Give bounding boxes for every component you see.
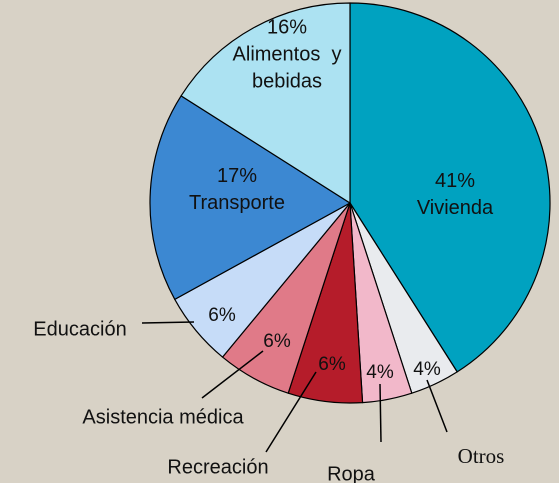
slice-name-recreacion: Recreación (167, 456, 268, 478)
slice-value-otros: 4% (413, 359, 441, 380)
slice-name-educacion: Educación (33, 318, 126, 340)
leader-lines (141, 321, 448, 453)
slice-name-ropa: Ropa (327, 463, 376, 483)
slice-name-transporte: Transporte (189, 192, 285, 214)
slice-value-educacion: 6% (208, 305, 236, 326)
slice-name-vivienda: Vivienda (417, 197, 494, 219)
slice-name-alimentos: bebidas (252, 70, 322, 92)
slice-value-transporte: 17% (217, 165, 257, 187)
leader-line-ropa (379, 383, 382, 443)
leader-line-recreacion (265, 371, 317, 453)
slice-value-alimentos: 16% (267, 16, 307, 38)
slice-value-ropa: 4% (366, 362, 394, 383)
slice-value-asistencia: 6% (263, 331, 291, 352)
slice-labels: 41% Vivienda 4% Otros 4% Ropa 6% Recreación 6% As… (33, 16, 504, 483)
slice-value-recreacion: 6% (318, 354, 346, 375)
slice-name-alimentos: Alimentos y (233, 43, 342, 65)
leader-line-educacion (141, 321, 195, 324)
slice-name-asistencia: Asistencia médica (82, 406, 244, 428)
leader-line-asistencia (201, 350, 264, 399)
pie-slice-alimentos (180, 2, 351, 204)
pie-slice-transporte (149, 95, 351, 300)
pie-slice-vivienda (349, 2, 551, 373)
leader-line-otros (426, 379, 448, 433)
pie-slices (149, 2, 551, 404)
slice-name-otros: Otros (458, 444, 505, 468)
slice-value-vivienda: 41% (435, 170, 475, 192)
